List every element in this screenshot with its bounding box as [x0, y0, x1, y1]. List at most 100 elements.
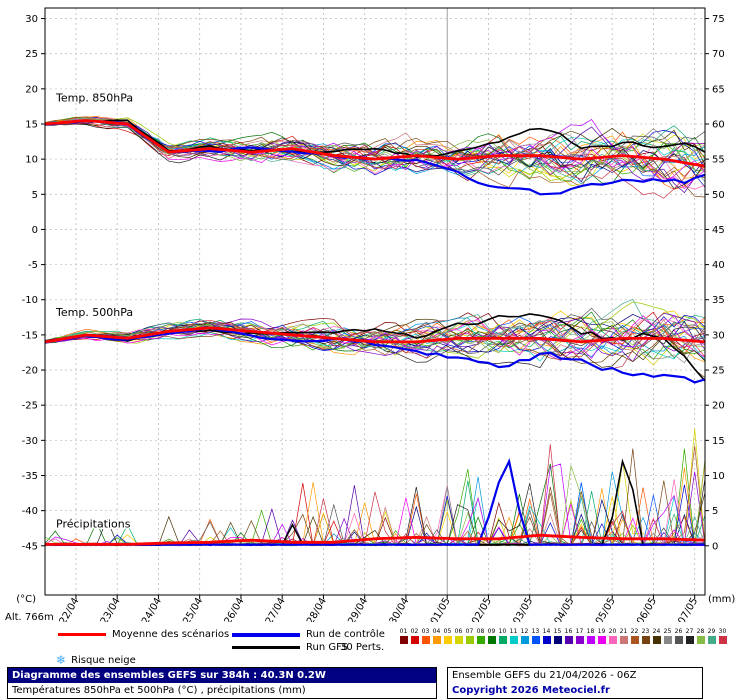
pert-color-square [520, 636, 529, 644]
svg-text:30/04: 30/04 [388, 596, 412, 622]
svg-text:26/04: 26/04 [223, 596, 247, 622]
pert-number: 11 [509, 628, 518, 635]
pert-color-square [641, 636, 650, 644]
svg-text:55: 55 [712, 155, 725, 166]
pert-number: 01 [399, 628, 408, 635]
pert-color-square [531, 636, 540, 644]
chart-subtitle: Températures 850hPa et 500hPa (°C) , pré… [12, 685, 306, 696]
pert-swatch-10: 10 [497, 628, 508, 644]
pert-color-square [674, 636, 683, 644]
pert-swatch-23: 23 [640, 628, 651, 644]
snowflake-icon: ❄ [56, 653, 67, 667]
legend-control-label: Run de contrôle [306, 629, 385, 640]
pert-number: 15 [553, 628, 562, 635]
pert-number: 16 [564, 628, 573, 635]
pert-swatch-13: 13 [530, 628, 541, 644]
pert-number: 21 [619, 628, 628, 635]
pert-swatch-22: 22 [629, 628, 640, 644]
svg-text:25: 25 [25, 49, 38, 60]
pert-number: 19 [597, 628, 606, 635]
pert-number: 26 [674, 628, 683, 635]
svg-text:75: 75 [712, 14, 725, 25]
svg-text:70: 70 [712, 49, 725, 60]
pert-number: 03 [421, 628, 430, 635]
pert-color-square [421, 636, 430, 644]
svg-text:10: 10 [712, 471, 725, 482]
pert-color-square [718, 636, 727, 644]
pert-number: 24 [652, 628, 661, 635]
pert-number: 29 [707, 628, 716, 635]
pert-swatch-06: 06 [453, 628, 464, 644]
svg-text:03/05: 03/05 [511, 596, 535, 622]
svg-text:40: 40 [712, 260, 725, 271]
pert-swatch-24: 24 [651, 628, 662, 644]
legend-mean: Moyenne des scénarios [58, 629, 229, 640]
pert-color-square [685, 636, 694, 644]
pert-swatch-20: 20 [607, 628, 618, 644]
mean-line-swatch [58, 633, 106, 636]
pert-swatch-08: 08 [475, 628, 486, 644]
legend-gfs-label: Run GFS [306, 642, 349, 653]
svg-text:-45: -45 [22, 541, 38, 552]
legend-control: Run de contrôle [232, 629, 385, 640]
svg-text:25/04: 25/04 [181, 596, 205, 622]
svg-text:20: 20 [712, 401, 725, 412]
svg-text:0: 0 [712, 541, 718, 552]
pert-color-square [432, 636, 441, 644]
pert-swatch-21: 21 [618, 628, 629, 644]
pert-number: 30 [718, 628, 727, 635]
pert-color-square [575, 636, 584, 644]
pert-swatch-25: 25 [662, 628, 673, 644]
pert-swatch-12: 12 [519, 628, 530, 644]
pert-number: 27 [685, 628, 694, 635]
svg-text:22/04: 22/04 [58, 596, 82, 622]
pert-color-square [652, 636, 661, 644]
pert-swatch-05: 05 [442, 628, 453, 644]
perturbation-legend: 01 02 03 04 05 06 07 08 09 10 11 12 13 14 15 16 17 18 19 20… [398, 628, 728, 644]
perts-count-label: 30 Perts. [340, 642, 385, 653]
pert-color-square [443, 636, 452, 644]
pert-swatch-19: 19 [596, 628, 607, 644]
pert-color-square [707, 636, 716, 644]
snow-risk-label: Risque neige [71, 654, 136, 666]
svg-text:-10: -10 [22, 295, 38, 306]
svg-text:04/05: 04/05 [553, 596, 577, 622]
legend-gfs: Run GFS [232, 642, 348, 653]
gfs-line-swatch [232, 646, 300, 649]
pert-swatch-28: 28 [695, 628, 706, 644]
pert-color-square [564, 636, 573, 644]
copyright: Copyright 2026 Meteociel.fr [452, 685, 610, 696]
svg-text:10: 10 [25, 155, 38, 166]
pert-number: 28 [696, 628, 705, 635]
svg-text:-30: -30 [22, 436, 38, 447]
svg-text:-15: -15 [22, 330, 38, 341]
svg-text:35: 35 [712, 295, 725, 306]
control-line-swatch [232, 632, 300, 637]
pert-number: 20 [608, 628, 617, 635]
svg-text:Temp. 850hPa: Temp. 850hPa [55, 91, 133, 104]
svg-text:07/05: 07/05 [676, 596, 700, 622]
svg-text:(mm): (mm) [708, 594, 735, 605]
legend-mean-label: Moyenne des scénarios [112, 629, 230, 640]
pert-swatch-03: 03 [420, 628, 431, 644]
svg-text:45: 45 [712, 225, 725, 236]
pert-swatch-16: 16 [563, 628, 574, 644]
pert-color-square [465, 636, 474, 644]
pert-swatch-30: 30 [717, 628, 728, 644]
svg-text:02/05: 02/05 [470, 596, 494, 622]
svg-text:5: 5 [32, 190, 38, 201]
svg-text:01/05: 01/05 [429, 596, 453, 622]
svg-text:Alt. 766m: Alt. 766m [5, 612, 54, 622]
pert-number: 05 [443, 628, 452, 635]
svg-text:15: 15 [712, 436, 725, 447]
pert-swatch-01: 01 [398, 628, 409, 644]
pert-swatch-27: 27 [684, 628, 695, 644]
chart-title: Diagramme des ensembles GEFS sur 384h : … [8, 668, 436, 683]
svg-text:27/04: 27/04 [264, 596, 288, 622]
pert-swatch-29: 29 [706, 628, 717, 644]
svg-text:65: 65 [712, 84, 725, 95]
pert-swatch-02: 02 [409, 628, 420, 644]
svg-text:(°C): (°C) [16, 594, 36, 605]
svg-text:30: 30 [712, 330, 725, 341]
